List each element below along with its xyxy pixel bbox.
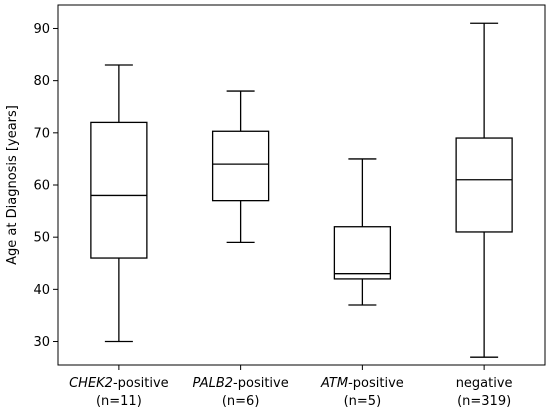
x-tick-label: ATM-positive xyxy=(320,376,404,391)
y-tick-label: 40 xyxy=(33,283,50,298)
y-tick-label: 90 xyxy=(33,22,50,37)
x-tick-label: negative xyxy=(456,376,513,391)
x-tick-label: CHEK2-positive xyxy=(69,376,169,391)
iqr-box xyxy=(333,226,392,280)
iqr-box xyxy=(90,121,148,259)
x-tick-count: (n=319) xyxy=(457,394,511,409)
iqr-box xyxy=(455,137,513,233)
y-axis: 30 40 50 60 70 80 90 xyxy=(33,22,58,350)
x-tick-count: (n=11) xyxy=(96,394,142,409)
plot-frame xyxy=(57,4,546,366)
category-suffix: -positive xyxy=(233,376,289,391)
box-0 xyxy=(90,64,148,343)
iqr-box xyxy=(211,130,270,202)
x-axis: CHEK2-positive(n=11)PALB2-positive(n=6)A… xyxy=(69,365,513,409)
box-1 xyxy=(211,90,270,244)
category-suffix: -positive xyxy=(348,376,404,391)
boxes xyxy=(90,22,513,358)
category-suffix: -positive xyxy=(113,376,169,391)
category-gene: PALB2 xyxy=(193,376,234,391)
x-tick-count: (n=6) xyxy=(222,394,260,409)
y-axis-label: Age at Diagnosis [years] xyxy=(5,105,20,265)
y-tick-label: 30 xyxy=(33,335,50,350)
y-tick-label: 80 xyxy=(33,74,50,89)
category-gene: negative xyxy=(456,376,513,391)
box-3 xyxy=(455,22,513,358)
x-tick-count: (n=5) xyxy=(344,394,382,409)
category-gene: ATM xyxy=(320,376,348,391)
y-tick-label: 70 xyxy=(33,126,50,141)
box-2 xyxy=(333,158,392,306)
y-tick-label: 60 xyxy=(33,179,50,194)
category-gene: CHEK2 xyxy=(69,376,113,391)
x-tick-label: PALB2-positive xyxy=(193,376,289,391)
y-tick-label: 50 xyxy=(33,231,50,246)
